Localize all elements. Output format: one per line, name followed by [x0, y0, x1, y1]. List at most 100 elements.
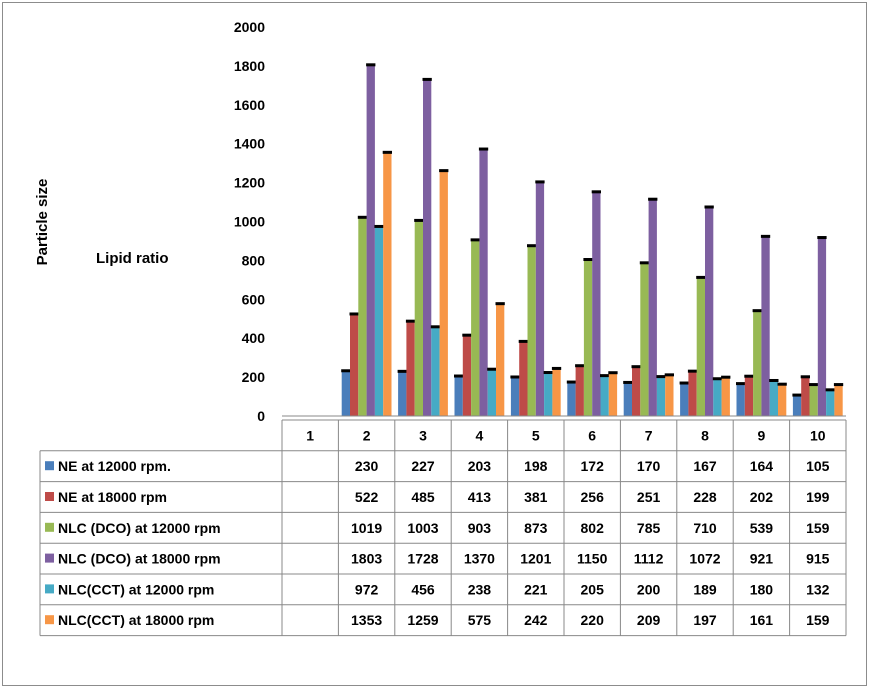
bar [519, 341, 528, 416]
bar [826, 390, 835, 416]
legend-swatch [45, 522, 54, 532]
error-cap [736, 382, 746, 386]
bar [809, 385, 818, 416]
bar [350, 314, 359, 416]
bar [462, 335, 472, 416]
data-label: 251 [637, 489, 661, 505]
x-tick-label: 2 [363, 427, 371, 443]
error-cap [357, 215, 368, 219]
y-tick-label: 200 [242, 369, 266, 385]
bar [640, 263, 649, 416]
bar [535, 182, 545, 416]
data-label: 1072 [689, 551, 720, 567]
bar [341, 371, 350, 416]
error-cap [495, 302, 505, 306]
data-label: 132 [806, 581, 830, 597]
error-cap [833, 383, 844, 387]
error-cap [760, 234, 771, 238]
data-label: 228 [693, 489, 717, 505]
bar [479, 149, 488, 416]
error-cap [825, 388, 835, 392]
data-label: 170 [637, 458, 661, 474]
data-label: 105 [806, 458, 830, 474]
data-label: 230 [355, 458, 379, 474]
data-label: 202 [750, 489, 774, 505]
bar [374, 226, 384, 416]
y-tick-label: 1200 [234, 175, 265, 191]
y-tick-label: 0 [257, 408, 265, 424]
data-label: 785 [637, 520, 661, 536]
bar [471, 240, 480, 416]
data-label: 203 [468, 458, 492, 474]
legend-swatch [45, 553, 54, 563]
y-tick-label: 2000 [234, 19, 265, 35]
error-cap [374, 224, 384, 228]
data-label: 575 [468, 612, 492, 628]
y-tick-label: 1000 [234, 214, 265, 230]
bar [834, 385, 843, 416]
error-cap [600, 374, 610, 378]
data-label: 413 [468, 489, 492, 505]
error-cap [800, 375, 810, 379]
legend-label: NLC(CCT) at 12000 rpm [58, 581, 214, 597]
bar [721, 377, 730, 416]
error-cap [527, 244, 537, 248]
bar [753, 311, 762, 416]
x-tick-label: 9 [758, 427, 766, 443]
error-cap [744, 374, 754, 378]
legend-swatch [45, 584, 54, 594]
data-label: 198 [524, 458, 548, 474]
data-label: 710 [693, 520, 717, 536]
data-label: 159 [806, 520, 830, 536]
error-cap [648, 197, 658, 201]
bar [439, 171, 448, 416]
bar [575, 366, 584, 416]
bar [423, 79, 432, 417]
bar [623, 382, 632, 416]
data-label: 456 [411, 581, 435, 597]
error-cap [422, 77, 432, 81]
error-cap [583, 258, 593, 262]
error-cap [721, 375, 731, 379]
data-label: 220 [581, 612, 605, 628]
error-cap [397, 369, 407, 373]
legend-label: NLC (DCO) at 12000 rpm [58, 520, 221, 536]
error-cap [656, 375, 666, 379]
data-label: 172 [581, 458, 605, 474]
error-cap [566, 380, 577, 384]
data-label: 242 [524, 612, 548, 628]
error-cap [623, 380, 633, 384]
error-cap [704, 205, 714, 209]
bar [696, 277, 705, 416]
bar [567, 382, 576, 416]
bar [648, 199, 657, 416]
data-label: 238 [468, 581, 492, 597]
data-label: 227 [411, 458, 435, 474]
error-cap [405, 319, 416, 323]
bar [801, 377, 810, 416]
data-label: 1728 [407, 551, 438, 567]
x-tick-label: 6 [588, 427, 596, 443]
data-label: 221 [524, 581, 548, 597]
data-label: 1150 [577, 551, 608, 567]
bar [487, 369, 496, 416]
data-label: 159 [806, 612, 830, 628]
y-tick-label: 1400 [234, 136, 265, 152]
data-label: 199 [806, 489, 830, 505]
data-label: 381 [524, 489, 548, 505]
bar [366, 65, 375, 416]
error-cap [817, 236, 827, 240]
error-cap [769, 378, 779, 382]
bar [736, 384, 745, 416]
error-cap [696, 275, 706, 279]
bar [705, 207, 714, 416]
error-cap [664, 373, 674, 377]
y-tick-label: 400 [242, 330, 266, 346]
bar [688, 371, 697, 416]
error-cap [792, 393, 802, 397]
data-label: 189 [693, 581, 717, 597]
bar [544, 373, 553, 416]
x-tick-label: 4 [476, 427, 484, 443]
